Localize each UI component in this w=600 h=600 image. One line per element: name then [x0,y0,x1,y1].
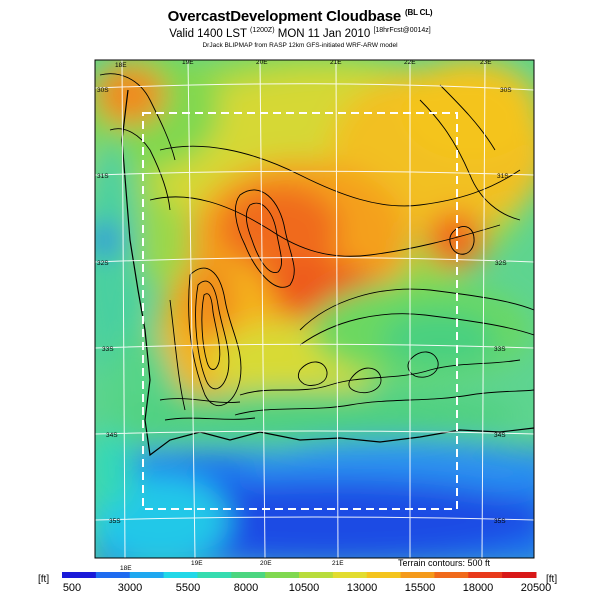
colorbar-swatch [231,572,266,578]
lon-label-top: 22E [404,59,416,66]
colorbar-tick-label: 10500 [289,582,320,594]
lon-label-bottom: 18E [120,565,132,572]
colorbar-tick-label: 13000 [347,582,378,594]
colorbar-tick-label: 5500 [176,582,200,594]
colorbar-swatch [332,572,368,578]
lon-label-top: 20E [256,59,268,66]
cloudbase-field [95,60,534,558]
colorbar-swatch [197,572,232,578]
colorbar-tick-label: 3000 [118,582,142,594]
lon-label-bottom: 19E [191,560,203,567]
lat-label-left: 31S [97,173,109,180]
lat-label-right: 30S [500,87,512,94]
lat-label-right: 34S [494,432,506,439]
map-title: OvercastDevelopment Cloudbase (BL CL) [167,8,433,25]
colorbar-swatch [62,572,97,578]
colorbar-unit-right: [ft] [546,574,558,585]
lat-label-left: 32S [97,260,109,267]
lon-label-bottom: 21E [332,560,344,567]
lat-label-right: 31S [497,173,509,180]
lat-label-right: 35S [494,518,506,525]
lon-label-top: 18E [115,62,127,69]
colorbar-tick-label: 500 [63,582,81,594]
colorbar-tick-label: 15500 [405,582,436,594]
lat-label-left: 30S [97,87,109,94]
colorbar-swatch [434,572,469,578]
model-description: DrJack BLIPMAP from RASP 12km GFS-initia… [202,42,398,49]
colorbar-tick-label: 18000 [463,582,494,594]
lon-label-top: 19E [182,59,194,66]
colorbar-swatch [265,572,300,578]
valid-time-line: Valid 1400 LST (1200Z) MON 11 Jan 2010 [… [169,27,431,40]
lat-label-right: 32S [495,260,507,267]
lat-label-left: 33S [102,346,114,353]
colorbar-swatch [299,572,334,578]
lon-label-top: 23E [480,59,492,66]
lat-label-left: 34S [106,432,118,439]
inner-domain-box [142,112,458,510]
colorbar-tick-label: 8000 [234,582,258,594]
colorbar-swatch [95,572,131,578]
terrain-contour-note: Terrain contours: 500 ft [398,558,491,568]
colorbar-swatch [502,572,537,578]
colorbar-swatch [366,572,402,578]
lat-label-left: 35S [109,518,121,525]
lon-label-bottom: 20E [260,560,272,567]
lon-label-top: 21E [330,59,342,66]
colorbar-swatch [129,572,165,578]
colorbar [62,572,537,578]
colorbar-swatch [163,572,198,578]
colorbar-unit-left: [ft] [38,574,50,585]
colorbar-tick-label: 20500 [521,582,552,594]
lat-label-right: 33S [494,346,506,353]
colorbar-swatch [400,572,435,578]
colorbar-swatch [468,572,503,578]
